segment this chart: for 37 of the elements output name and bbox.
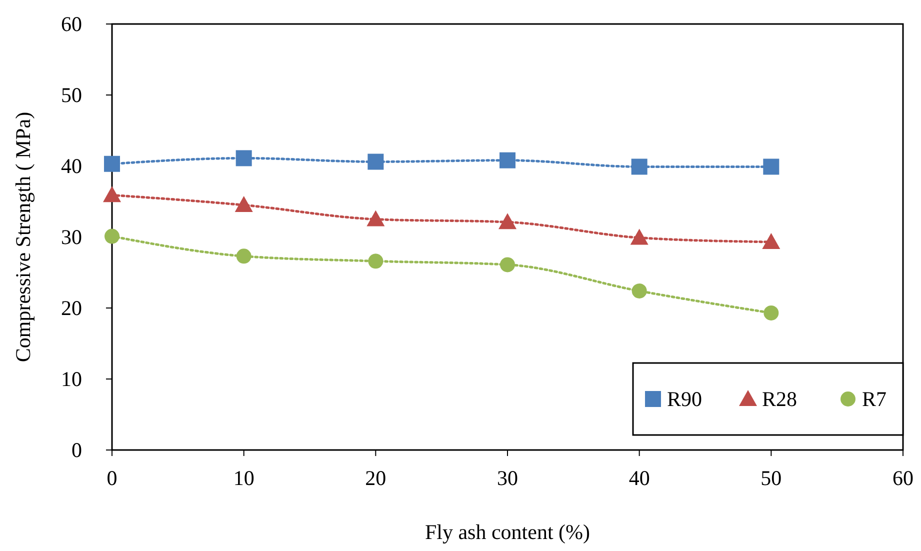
y-tick-label: 0 — [72, 438, 82, 462]
point — [500, 152, 516, 168]
point — [103, 186, 121, 202]
point — [763, 158, 780, 175]
y-tick-label: 10 — [61, 367, 82, 391]
point — [236, 248, 252, 264]
x-tick-label: 0 — [106, 466, 118, 490]
point — [368, 154, 384, 170]
legend-label: R7 — [862, 387, 887, 411]
y-axis-title: Compressive Strength ( MPa) — [11, 112, 35, 362]
point — [762, 232, 780, 249]
x-tick-label: 10 — [233, 466, 254, 490]
y-tick-label: 40 — [61, 154, 82, 178]
point — [630, 228, 648, 245]
y-tick-label: 50 — [61, 83, 82, 107]
legend-label: R90 — [667, 387, 702, 411]
x-tick-label: 40 — [628, 466, 650, 490]
point — [500, 257, 515, 272]
point — [234, 196, 253, 212]
point — [104, 156, 120, 172]
point — [632, 283, 647, 298]
point — [366, 210, 385, 226]
point — [764, 305, 779, 320]
legend-label: R28 — [762, 387, 798, 411]
y-tick-label: 60 — [61, 12, 82, 36]
x-tick-label: 20 — [365, 466, 386, 490]
point — [236, 150, 252, 166]
x-tick-label: 30 — [497, 466, 518, 490]
x-tick-label: 60 — [892, 466, 914, 490]
x-axis-title: Fly ash content (%) — [424, 520, 590, 544]
point — [368, 254, 384, 269]
point — [498, 213, 516, 230]
x-tick-label: 50 — [760, 466, 782, 490]
point — [631, 158, 648, 175]
point — [104, 228, 120, 244]
y-tick-label: 20 — [61, 296, 82, 320]
y-tick-label: 30 — [61, 225, 82, 249]
